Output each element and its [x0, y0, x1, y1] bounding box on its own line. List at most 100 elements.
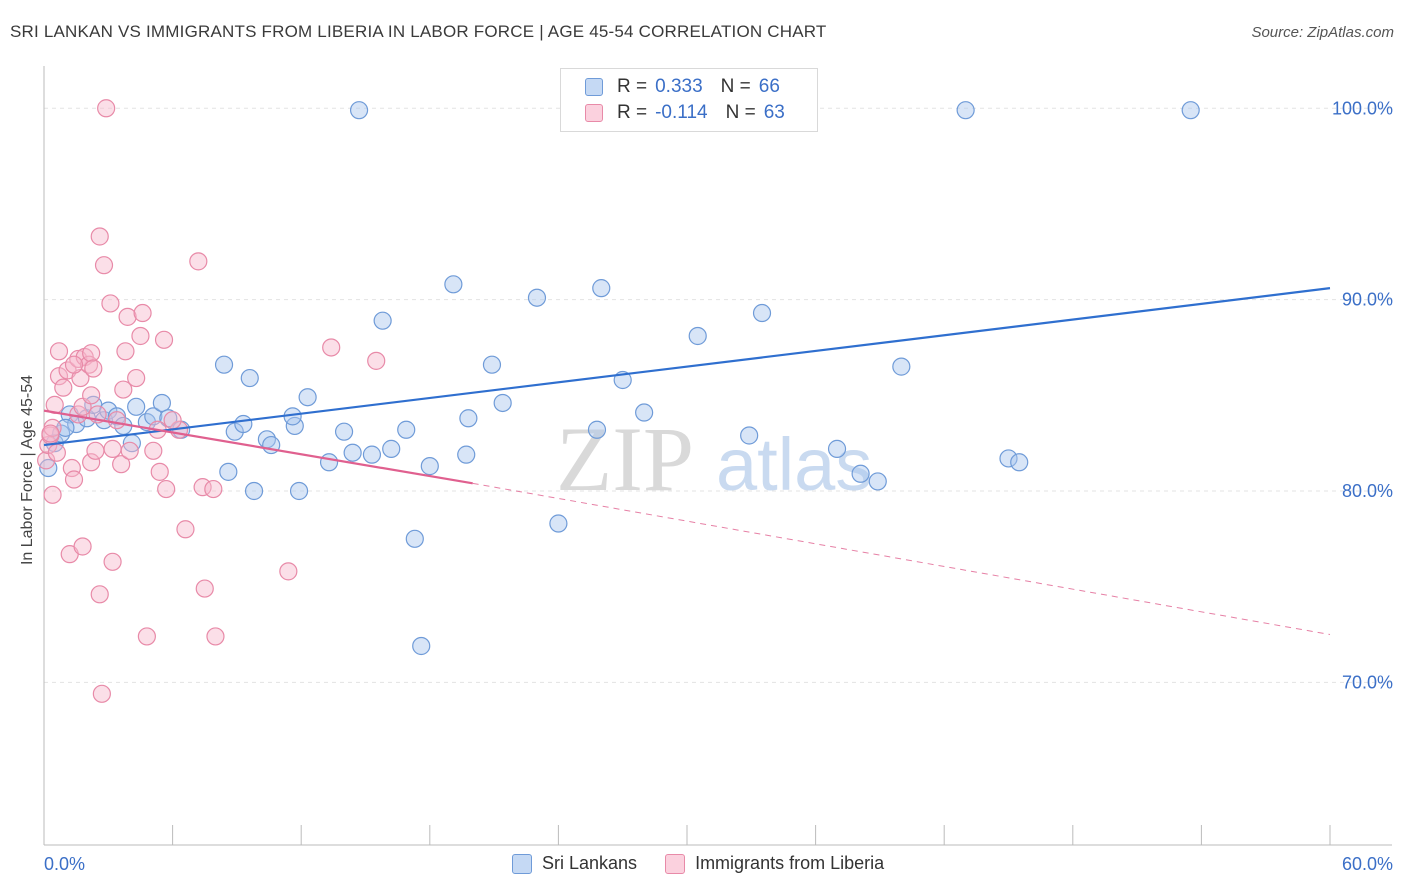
data-point [120, 441, 139, 460]
legend-label-sri-lankans: Sri Lankans [542, 853, 638, 873]
data-point [334, 422, 354, 441]
data-point [367, 351, 386, 370]
data-point [587, 420, 607, 439]
series-legend: Sri Lankans Immigrants from Liberia [512, 853, 912, 874]
trend-lines [43, 287, 1331, 635]
data-point [373, 311, 392, 330]
data-point [49, 342, 69, 361]
data-point [43, 485, 62, 504]
data-point [82, 453, 101, 472]
legend-swatch-pink [665, 853, 686, 874]
data-point [47, 443, 66, 462]
data-point [107, 407, 126, 426]
series-sri-lankans [39, 101, 1200, 656]
data-point [116, 342, 135, 361]
y-tick-label: 90.0% [1342, 290, 1393, 310]
data-point [154, 330, 174, 349]
data-point [41, 424, 60, 443]
data-point [635, 403, 654, 422]
correlation-legend: R = 0.333 N = 66 R = -0.114 N = 63 [560, 68, 818, 132]
data-point [90, 585, 109, 604]
data-point [382, 439, 401, 458]
data-point [133, 303, 152, 323]
data-point [157, 479, 176, 499]
data-point [206, 627, 225, 646]
data-point [103, 439, 122, 458]
data-point [114, 380, 133, 399]
data-point [107, 411, 126, 430]
data-point [195, 579, 214, 598]
gridlines [44, 107, 1392, 683]
data-point [219, 462, 238, 481]
data-point [349, 101, 369, 120]
data-point [94, 256, 114, 275]
data-point [956, 101, 975, 120]
data-point [405, 529, 424, 548]
data-point [444, 275, 463, 294]
data-point [92, 684, 111, 703]
legend-r-label: R = [617, 76, 648, 97]
data-point [86, 441, 105, 460]
axes [43, 66, 1392, 846]
data-point [176, 520, 195, 539]
data-point [131, 326, 150, 346]
data-point [240, 368, 259, 388]
data-point [54, 378, 73, 397]
data-point [482, 355, 502, 374]
watermark: ZIP atlas [556, 408, 872, 510]
data-point [457, 445, 476, 464]
data-point [362, 445, 382, 464]
data-point [127, 397, 146, 416]
data-point [112, 455, 131, 474]
trend-line-liberia [472, 482, 1331, 635]
data-point [752, 303, 772, 323]
data-point [90, 227, 109, 246]
data-point [289, 481, 309, 501]
data-point [204, 479, 223, 499]
data-point [420, 457, 439, 476]
x-tick-label: 60.0% [1342, 854, 1393, 874]
data-point [150, 462, 169, 481]
y-tick-label: 80.0% [1342, 481, 1393, 501]
trend-line-sri-lankans [43, 287, 1331, 447]
legend-n-label: N = [725, 102, 756, 123]
data-point [343, 443, 362, 462]
data-point [999, 449, 1018, 468]
legend-label-liberia: Immigrants from Liberia [695, 853, 885, 873]
x-tick-label: 0.0% [44, 854, 85, 874]
data-point [82, 344, 101, 363]
data-point [101, 294, 120, 313]
y-tick-label: 70.0% [1342, 672, 1393, 692]
data-point [234, 414, 253, 434]
data-point [397, 420, 416, 439]
data-point [73, 537, 92, 556]
data-point [493, 393, 512, 413]
data-point [1181, 101, 1200, 120]
legend-r-value: 0.333 [655, 76, 703, 97]
data-point [298, 388, 317, 407]
data-point [322, 338, 341, 357]
legend-row-liberia: R = -0.114 N = 63 [585, 101, 803, 125]
chart-title: SRI LANKAN VS IMMIGRANTS FROM LIBERIA IN… [10, 22, 827, 41]
data-point [144, 407, 163, 426]
data-point [64, 355, 84, 374]
data-point [144, 441, 163, 460]
legend-r-label: R = [617, 102, 648, 123]
data-point [97, 99, 116, 118]
data-point [412, 636, 431, 656]
trend-line-liberia [43, 409, 473, 485]
data-point [244, 481, 264, 501]
legend-n-value: 63 [763, 102, 785, 123]
data-point [319, 453, 339, 472]
tick-labels: 100.0% 90.0% 80.0% 70.0% 0.0% 60.0% [44, 98, 1393, 874]
data-point [827, 439, 847, 458]
y-tick-label: 100.0% [1332, 98, 1393, 118]
data-point [459, 409, 478, 428]
source-label: Source: ZipAtlas.com [1251, 24, 1394, 41]
data-point [279, 562, 298, 581]
data-point [137, 627, 156, 646]
series-liberia [37, 99, 386, 703]
legend-row-sri-lankans: R = 0.333 N = 66 [585, 75, 798, 99]
data-point [740, 426, 759, 445]
